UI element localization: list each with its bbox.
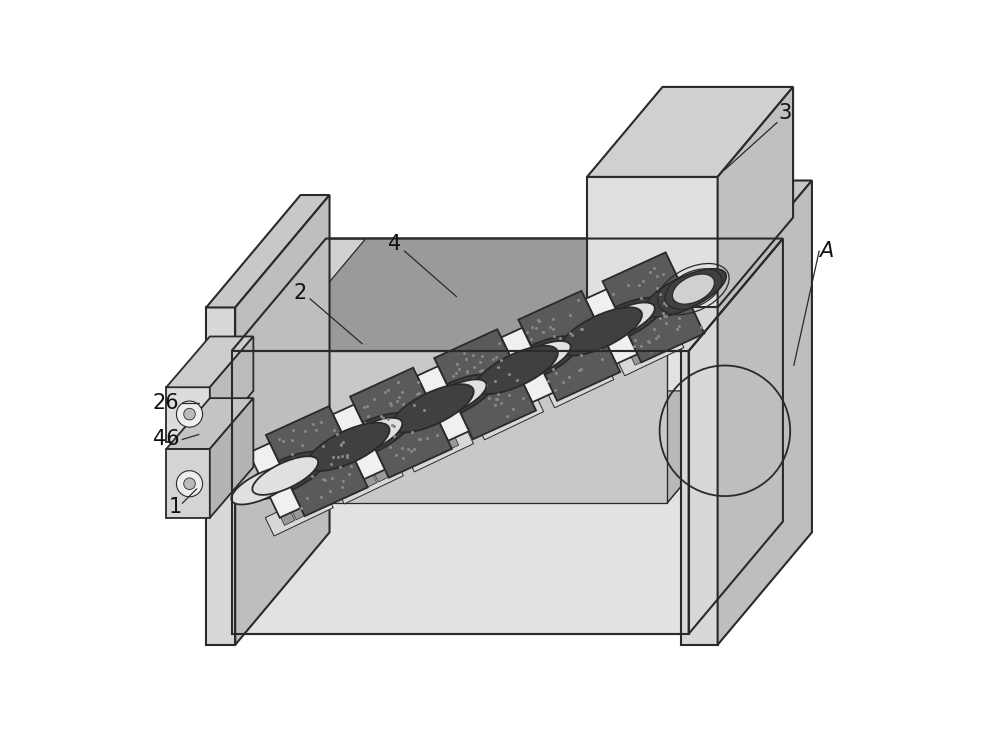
Polygon shape xyxy=(206,308,235,645)
Polygon shape xyxy=(271,238,761,351)
Polygon shape xyxy=(210,398,253,518)
Ellipse shape xyxy=(560,307,642,355)
Circle shape xyxy=(184,409,195,420)
Polygon shape xyxy=(166,387,210,442)
Ellipse shape xyxy=(421,379,487,418)
Circle shape xyxy=(184,478,195,490)
Ellipse shape xyxy=(484,351,550,389)
Ellipse shape xyxy=(505,341,571,379)
Circle shape xyxy=(176,471,203,497)
Polygon shape xyxy=(166,336,253,387)
Polygon shape xyxy=(681,293,718,645)
Circle shape xyxy=(176,401,203,427)
Ellipse shape xyxy=(672,274,714,304)
Polygon shape xyxy=(333,405,385,480)
Polygon shape xyxy=(292,506,307,520)
Polygon shape xyxy=(514,404,529,418)
Text: 26: 26 xyxy=(153,393,180,413)
Polygon shape xyxy=(654,340,669,354)
Polygon shape xyxy=(271,351,667,504)
Polygon shape xyxy=(490,415,505,429)
Text: 2: 2 xyxy=(294,283,307,303)
Polygon shape xyxy=(585,289,637,364)
Polygon shape xyxy=(210,336,253,442)
Text: 46: 46 xyxy=(153,430,180,450)
Polygon shape xyxy=(232,238,783,351)
Polygon shape xyxy=(350,480,365,493)
Polygon shape xyxy=(271,391,761,504)
Polygon shape xyxy=(374,468,389,482)
Ellipse shape xyxy=(307,423,390,471)
Ellipse shape xyxy=(231,466,297,504)
Polygon shape xyxy=(417,366,469,441)
Polygon shape xyxy=(444,436,459,450)
Polygon shape xyxy=(350,368,452,478)
Polygon shape xyxy=(572,377,587,392)
Ellipse shape xyxy=(644,269,726,317)
Ellipse shape xyxy=(589,303,655,341)
Polygon shape xyxy=(718,87,793,308)
Polygon shape xyxy=(518,291,620,401)
Polygon shape xyxy=(280,511,295,526)
Polygon shape xyxy=(266,406,368,516)
Polygon shape xyxy=(335,458,403,504)
Polygon shape xyxy=(265,490,333,536)
Polygon shape xyxy=(546,361,614,408)
Polygon shape xyxy=(587,87,793,177)
Polygon shape xyxy=(406,425,473,472)
Polygon shape xyxy=(631,351,646,366)
Polygon shape xyxy=(689,238,783,634)
Polygon shape xyxy=(232,351,689,634)
Polygon shape xyxy=(718,181,812,645)
Polygon shape xyxy=(643,346,657,360)
Polygon shape xyxy=(166,398,253,449)
Ellipse shape xyxy=(568,312,634,351)
Ellipse shape xyxy=(328,413,411,461)
Polygon shape xyxy=(502,409,517,424)
Polygon shape xyxy=(432,442,447,455)
Polygon shape xyxy=(249,443,301,518)
Polygon shape xyxy=(603,252,704,363)
Polygon shape xyxy=(166,449,210,518)
Polygon shape xyxy=(420,447,435,461)
Ellipse shape xyxy=(244,452,326,500)
Polygon shape xyxy=(434,329,536,439)
Polygon shape xyxy=(206,195,330,308)
Ellipse shape xyxy=(252,456,318,495)
Polygon shape xyxy=(476,393,544,440)
Polygon shape xyxy=(304,500,319,514)
Polygon shape xyxy=(584,372,599,386)
Ellipse shape xyxy=(412,374,495,423)
Polygon shape xyxy=(616,329,684,376)
Polygon shape xyxy=(681,181,812,293)
Text: 1: 1 xyxy=(168,497,182,517)
Ellipse shape xyxy=(581,298,663,346)
Ellipse shape xyxy=(391,385,474,433)
Text: 4: 4 xyxy=(388,234,401,254)
Text: A: A xyxy=(819,241,834,261)
Polygon shape xyxy=(501,327,553,402)
Ellipse shape xyxy=(315,428,381,466)
Text: 3: 3 xyxy=(778,103,792,123)
Ellipse shape xyxy=(336,418,402,456)
Polygon shape xyxy=(235,195,330,645)
Polygon shape xyxy=(362,474,377,488)
Ellipse shape xyxy=(476,346,558,394)
Ellipse shape xyxy=(497,336,579,385)
Ellipse shape xyxy=(400,389,465,428)
Polygon shape xyxy=(561,383,575,397)
Polygon shape xyxy=(587,177,718,308)
